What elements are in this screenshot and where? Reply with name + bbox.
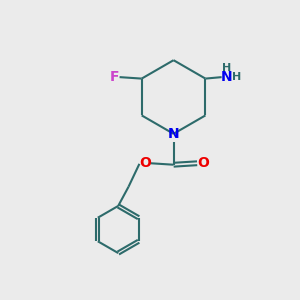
- Text: O: O: [139, 156, 151, 170]
- Text: O: O: [198, 156, 209, 170]
- Text: N: N: [168, 127, 179, 141]
- Text: F: F: [110, 70, 119, 84]
- Text: H: H: [232, 72, 241, 82]
- Text: N: N: [221, 70, 233, 84]
- Text: H: H: [222, 63, 232, 73]
